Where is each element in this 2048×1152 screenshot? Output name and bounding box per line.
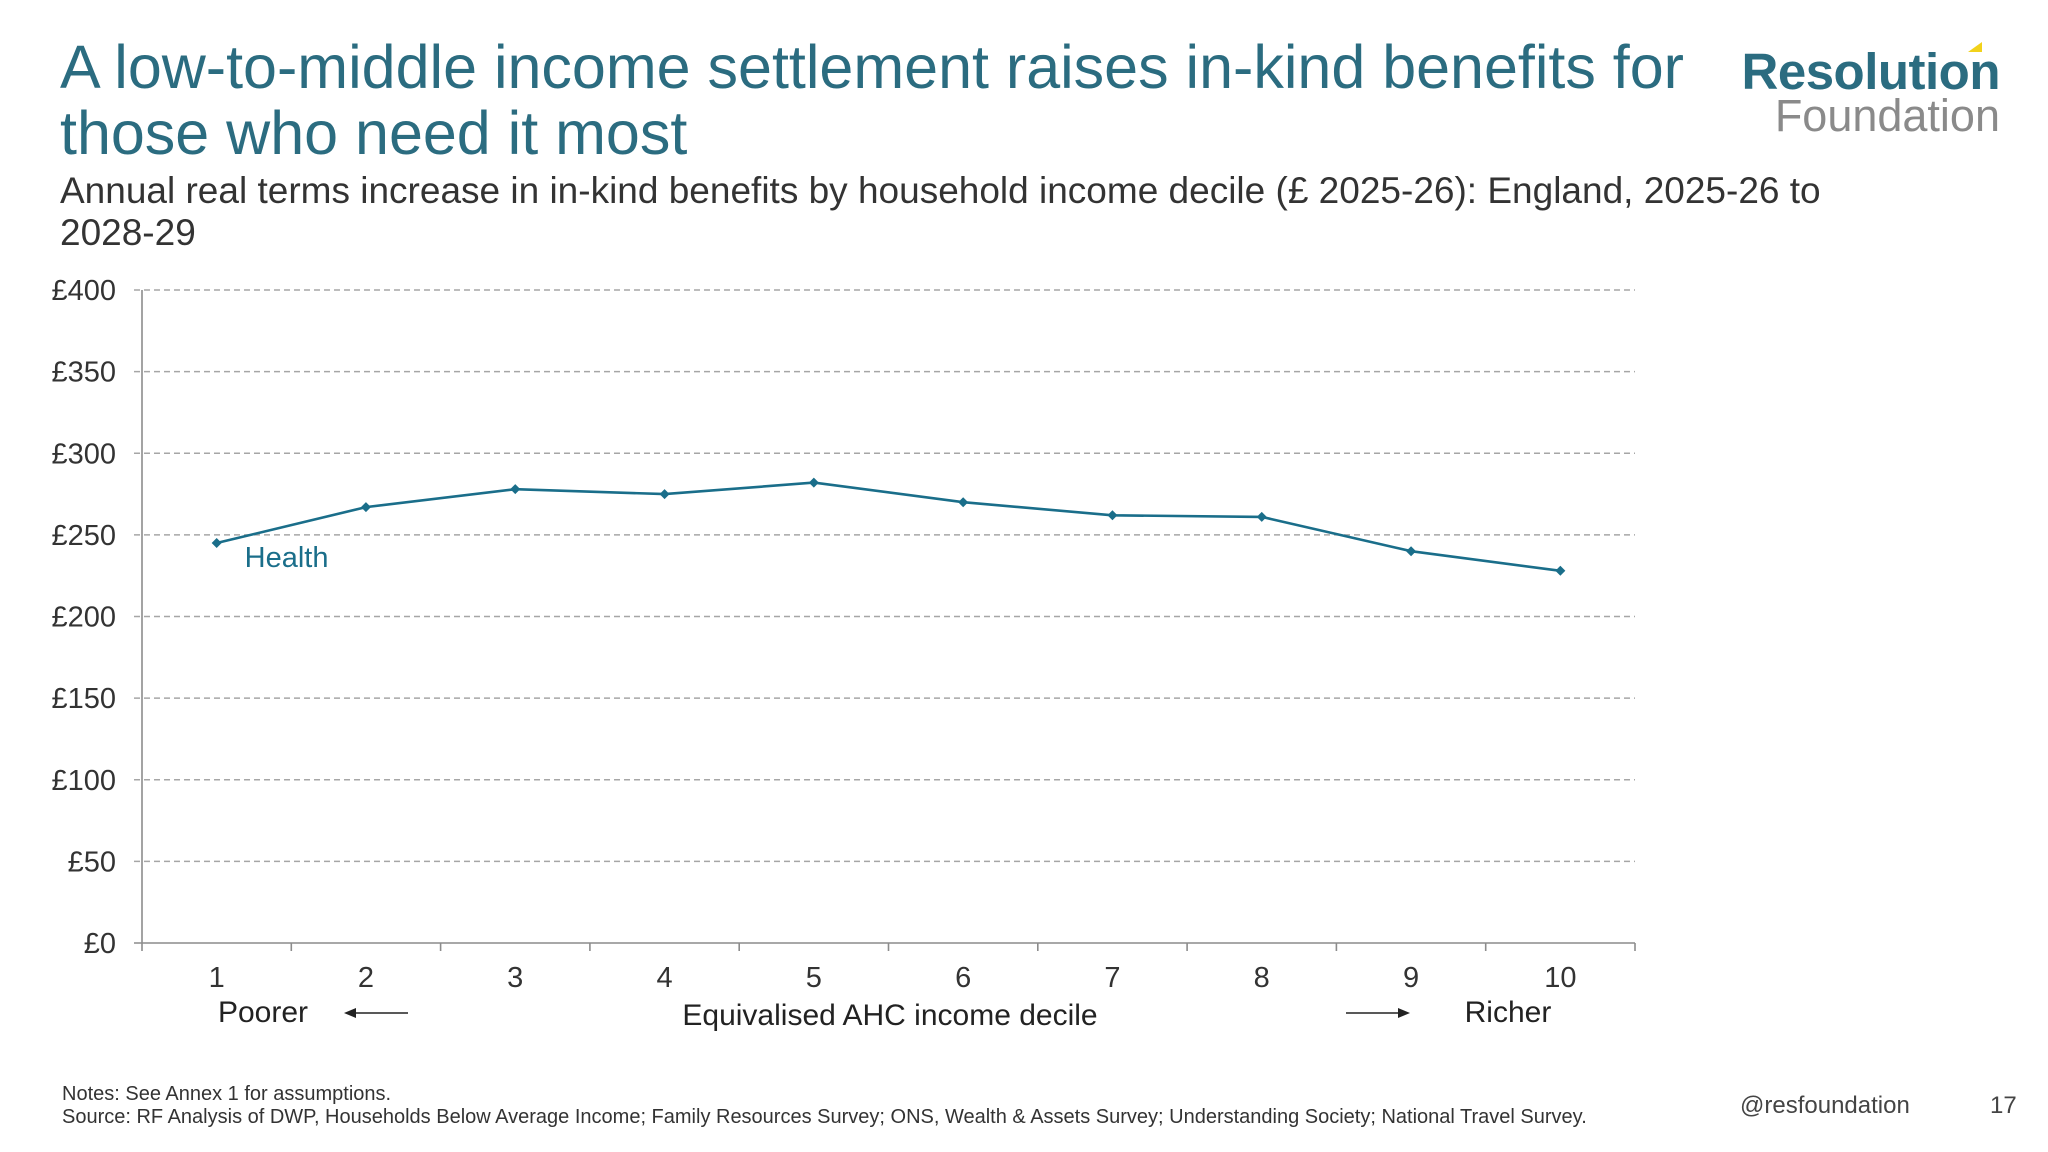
series-health xyxy=(211,477,1566,576)
y-tick-labels: £0 £50 £100 £150 £200 £250 £300 £350 £400 xyxy=(51,275,116,960)
logo-accent-mark xyxy=(1968,42,1982,52)
gridlines xyxy=(134,289,1635,863)
data-point-decile-7 xyxy=(1107,510,1118,521)
page-number: 17 xyxy=(1990,1092,2017,1119)
x-tick-label-3: 3 xyxy=(507,962,523,994)
arrow-left xyxy=(344,1008,408,1018)
y-tick-label-50: £50 xyxy=(68,846,116,878)
chart-subtitle: Annual real terms increase in in-kind be… xyxy=(60,170,1821,253)
x-tick-label-6: 6 xyxy=(955,962,971,994)
data-point-decile-2 xyxy=(360,502,371,513)
notes-source: Notes: See Annex 1 for assumptions. Sour… xyxy=(62,1083,1622,1129)
data-point-decile-4 xyxy=(659,489,670,500)
data-point-decile-9 xyxy=(1406,546,1417,557)
x-tick-label-7: 7 xyxy=(1104,962,1120,994)
resolution-foundation-logo: Resolution Foundation xyxy=(1720,34,2001,141)
x-tick-label-10: 10 xyxy=(1544,962,1576,994)
x-right-note: Richer xyxy=(1465,996,1552,1029)
logo-wordmark: Resolution xyxy=(1741,43,2001,100)
x-tick-label-4: 4 xyxy=(656,962,672,994)
data-point-decile-6 xyxy=(958,497,969,508)
x-tick-label-5: 5 xyxy=(806,962,822,994)
y-tick-label-250: £250 xyxy=(51,520,116,552)
y-tick-label-300: £300 xyxy=(51,438,116,470)
x-tick-label-1: 1 xyxy=(209,962,225,994)
line-chart: £0 £50 £100 £150 £200 £250 £300 £350 £400 1 2 3 4 5 6… xyxy=(51,275,1636,1032)
logo-subtitle: Foundation xyxy=(1774,90,2000,141)
arrow-left-head xyxy=(344,1008,356,1018)
series-line-health xyxy=(216,481,1561,573)
y-tick-label-150: £150 xyxy=(51,683,116,715)
arrow-right xyxy=(1346,1008,1410,1018)
data-point-decile-1 xyxy=(211,538,222,549)
y-tick-label-350: £350 xyxy=(51,357,116,389)
x-tick-label-9: 9 xyxy=(1403,962,1419,994)
y-tick-label-200: £200 xyxy=(51,602,116,634)
y-tick-label-0: £0 xyxy=(84,928,116,960)
x-tick-label-8: 8 xyxy=(1254,962,1270,994)
y-tick-label-100: £100 xyxy=(51,765,116,797)
x-tick-labels: 1 2 3 4 5 6 7 8 9 10 xyxy=(209,962,1577,994)
axes xyxy=(134,290,1636,951)
source-text: Source: RF Analysis of DWP, Households B… xyxy=(62,1106,1587,1128)
arrow-right-head xyxy=(1398,1008,1410,1018)
y-tick-label-400: £400 xyxy=(51,275,116,307)
slide-title: A low-to-middle income settlement raises… xyxy=(60,33,1684,167)
notes-text: Notes: See Annex 1 for assumptions. xyxy=(62,1083,392,1105)
data-point-decile-10 xyxy=(1555,565,1566,576)
x-tick-label-2: 2 xyxy=(358,962,374,994)
data-point-decile-3 xyxy=(510,484,521,495)
twitter-handle: @resfoundation xyxy=(1740,1092,1910,1119)
data-point-decile-8 xyxy=(1256,511,1267,522)
data-point-decile-5 xyxy=(808,477,819,488)
x-axis-title: Equivalised AHC income decile xyxy=(682,999,1097,1032)
x-left-note: Poorer xyxy=(218,996,308,1029)
series-label-health: Health xyxy=(245,542,329,574)
